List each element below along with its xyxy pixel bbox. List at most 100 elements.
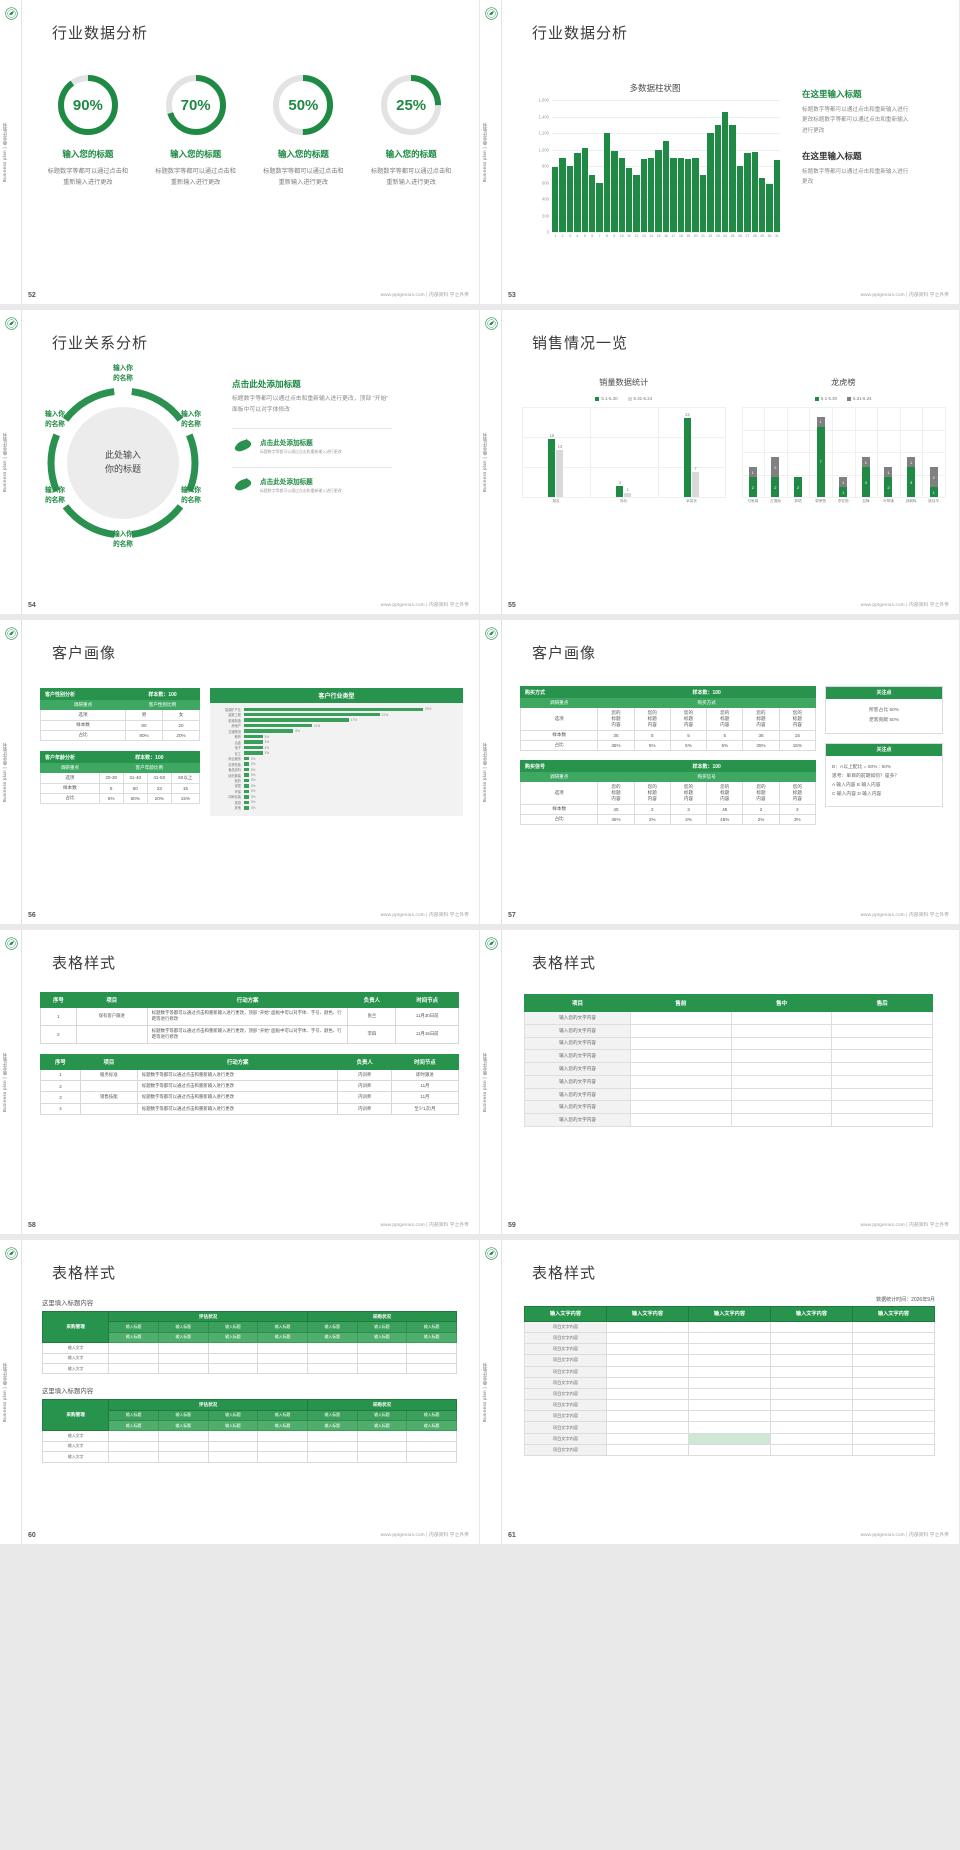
cell[interactable] [306,1440,358,1453]
cell[interactable] [831,1100,933,1115]
cell[interactable] [606,1399,689,1412]
cell[interactable] [406,1362,457,1375]
cell[interactable] [606,1376,689,1389]
cell[interactable] [852,1331,935,1345]
cell[interactable] [157,1451,209,1463]
cell[interactable] [257,1440,308,1453]
cell[interactable] [630,1036,732,1051]
cycle-node[interactable]: 输入你 的名称 [45,487,65,504]
cell[interactable] [831,1074,933,1089]
cell[interactable] [770,1376,853,1389]
cell[interactable] [852,1354,935,1367]
cell[interactable] [831,1062,933,1076]
cell[interactable] [770,1443,853,1457]
cell[interactable] [630,1049,732,1064]
cell[interactable] [108,1451,159,1463]
cell[interactable] [630,1100,732,1115]
cell[interactable] [852,1320,935,1333]
cell[interactable] [606,1432,689,1445]
cell[interactable] [630,1113,732,1128]
cell[interactable] [108,1440,159,1453]
slide-58[interactable]: Business plan | 商业计划书 58 www.pptgenius.c… [0,930,480,1240]
cell[interactable] [306,1352,358,1364]
cell[interactable] [852,1432,935,1445]
cell[interactable] [306,1342,358,1354]
cell[interactable] [730,1087,833,1102]
cell[interactable] [257,1362,308,1375]
cell[interactable] [108,1362,159,1375]
cell[interactable] [306,1430,358,1442]
cell[interactable] [770,1343,853,1356]
cell[interactable] [108,1430,159,1442]
cell[interactable] [770,1432,853,1445]
cell[interactable] [688,1365,771,1378]
slide-61[interactable]: Business plan | 商业计划书 61 www.pptgenius.c… [480,1240,960,1550]
cell[interactable] [852,1376,935,1389]
cell[interactable] [852,1399,935,1412]
cell[interactable] [730,1113,833,1128]
cell[interactable] [356,1430,408,1442]
cell[interactable] [770,1320,853,1333]
cell[interactable] [257,1451,308,1463]
slide-57[interactable]: Business plan | 商业计划书 57 www.pptgenius.c… [480,620,960,930]
cell[interactable] [356,1342,408,1354]
cell[interactable] [157,1342,209,1354]
cell[interactable] [606,1410,689,1423]
cell[interactable] [831,1113,933,1128]
cell[interactable] [730,1074,833,1089]
cell[interactable] [688,1354,771,1367]
cell[interactable] [730,1036,833,1051]
cell[interactable] [606,1443,689,1457]
cycle-node[interactable]: 输入你 的名称 [113,365,133,382]
cell[interactable] [688,1410,771,1423]
cell[interactable] [157,1352,209,1364]
cell[interactable] [688,1387,771,1401]
cell[interactable] [831,1023,933,1038]
cell[interactable] [108,1352,159,1364]
cell[interactable] [831,1011,933,1025]
cycle-node[interactable]: 输入你 的名称 [113,531,133,548]
cell[interactable] [730,1049,833,1064]
cell[interactable] [770,1421,853,1434]
cycle-node[interactable]: 输入你 的名称 [181,487,201,504]
slide-55[interactable]: Business plan | 商业计划书 55 www.pptgenius.c… [480,310,960,620]
cell[interactable] [257,1342,308,1354]
cell[interactable] [688,1443,771,1457]
cell[interactable] [606,1421,689,1434]
cell[interactable] [306,1362,358,1375]
cell[interactable] [688,1432,771,1445]
cell[interactable] [108,1342,159,1354]
slide-59[interactable]: Business plan | 商业计划书 59 www.pptgenius.c… [480,930,960,1240]
cycle-node[interactable]: 输入你 的名称 [45,411,65,428]
cell[interactable] [770,1365,853,1378]
cell[interactable] [688,1320,771,1333]
cell[interactable] [157,1430,209,1442]
cell[interactable] [406,1440,457,1453]
cycle-node[interactable]: 输入你 的名称 [181,411,201,428]
cell[interactable] [630,1074,732,1089]
cell[interactable] [630,1062,732,1076]
cell[interactable] [606,1320,689,1333]
cell[interactable] [852,1410,935,1423]
cell[interactable] [852,1387,935,1401]
slide-53[interactable]: Business plan | 商业计划书 53 www.pptgenius.c… [480,0,960,310]
cell[interactable] [688,1399,771,1412]
cell[interactable] [207,1440,259,1453]
cell[interactable] [770,1399,853,1412]
cell[interactable] [852,1365,935,1378]
cell[interactable] [688,1376,771,1389]
mini-item[interactable]: 点击此处添加标题 标题数字等都可以通过点击和重新输入进行更改 [232,428,392,455]
slide-54[interactable]: Business plan | 商业计划书 54 www.pptgenius.c… [0,310,480,620]
cell[interactable] [730,1023,833,1038]
cell[interactable] [606,1387,689,1401]
cell[interactable] [831,1087,933,1102]
cell[interactable] [257,1352,308,1364]
cell[interactable] [770,1354,853,1367]
cell[interactable] [606,1343,689,1356]
mini-item[interactable]: 点击此处添加标题 标题数字等都可以通过点击和重新输入进行更改 [232,467,392,494]
cell[interactable] [606,1365,689,1378]
cell[interactable] [630,1087,732,1102]
cell[interactable] [207,1352,259,1364]
cell[interactable] [207,1362,259,1375]
cell[interactable] [406,1451,457,1463]
